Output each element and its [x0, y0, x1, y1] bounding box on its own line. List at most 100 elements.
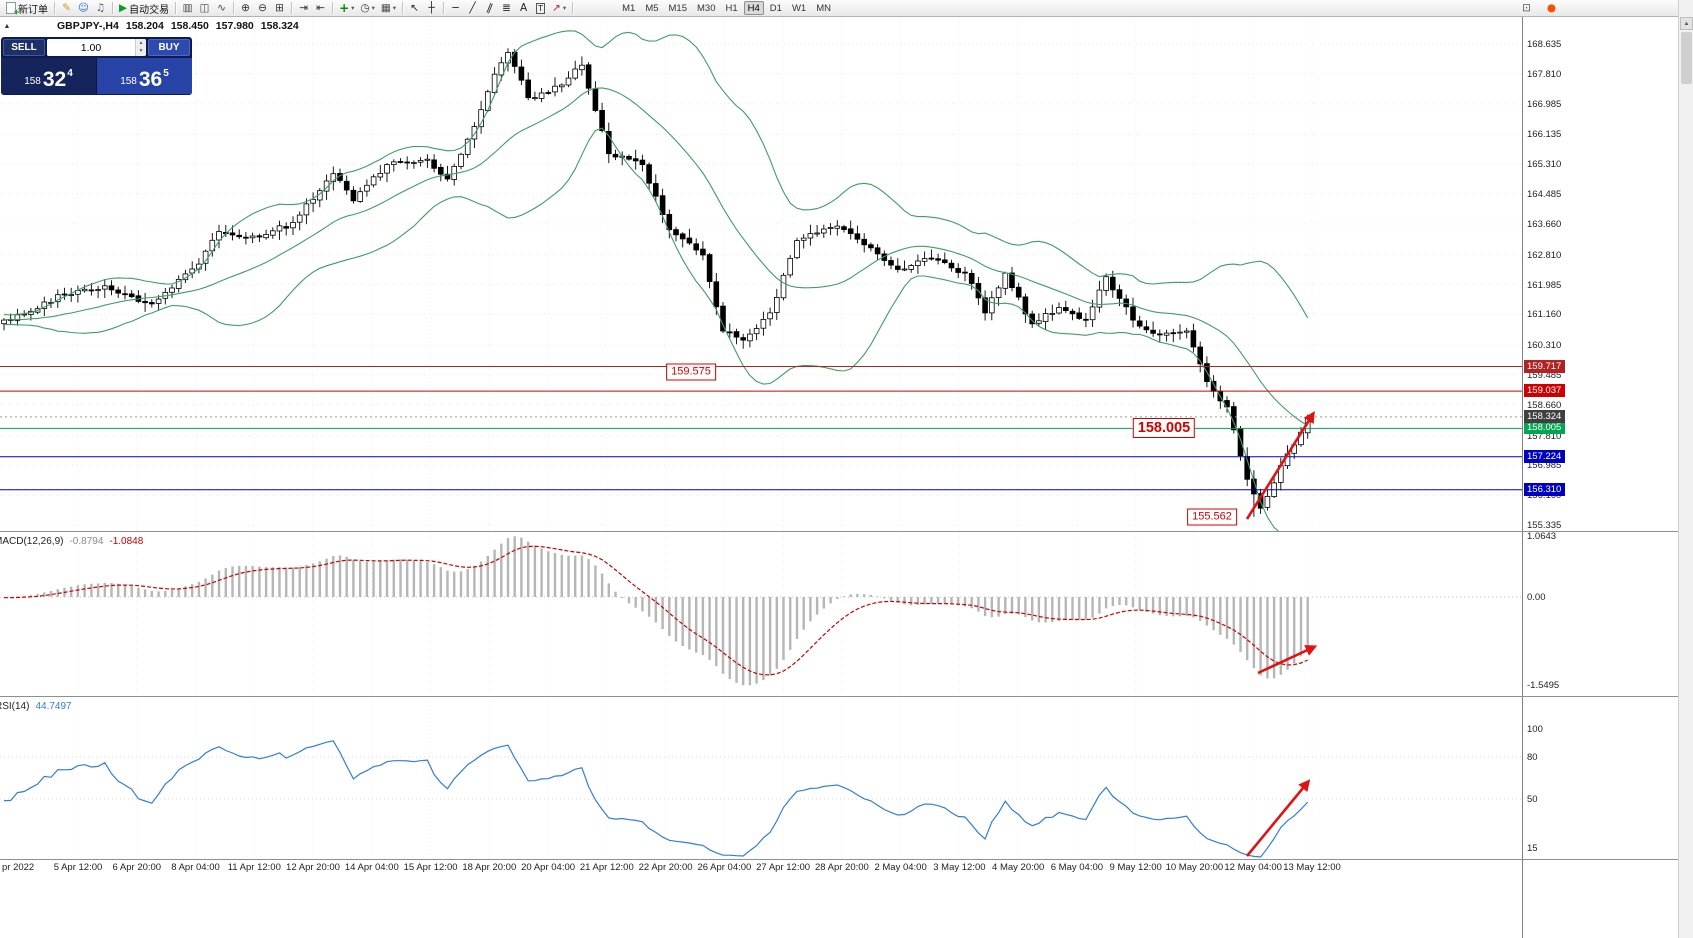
indicators-icon: +: [339, 1, 350, 15]
spinner-down-icon[interactable]: ▾: [136, 47, 146, 56]
metaeditor-icon: ✎: [62, 1, 71, 14]
toolbar-separator: [112, 2, 113, 14]
equidistant-channel-button[interactable]: ∥: [481, 1, 498, 16]
panel-separator[interactable]: [0, 531, 1678, 532]
timeframe-m5-button[interactable]: M5: [641, 1, 662, 15]
buy-price[interactable]: 158 36 5: [96, 58, 192, 94]
line-chart-icon: ∿: [217, 1, 226, 14]
price-axis-label: 162.810: [1527, 249, 1562, 261]
rsi-value: 44.7497: [35, 701, 72, 712]
cursor-button[interactable]: ↖: [406, 1, 423, 16]
rsi-line: [3, 740, 1309, 858]
autotrading-button[interactable]: ▶ 自动交易: [116, 1, 172, 16]
high-value: 158.450: [170, 20, 209, 32]
chevron-down-icon: ▾: [392, 5, 397, 12]
sell-price[interactable]: 158 32 4: [1, 58, 96, 94]
trend-arrow[interactable]: [1245, 411, 1315, 520]
new-order-button[interactable]: + 新订单: [3, 1, 51, 17]
label-icon: T: [536, 2, 545, 14]
macd-signal-value: -1.0848: [109, 536, 144, 547]
spinner-up-icon[interactable]: ▴: [136, 39, 146, 48]
buy-button[interactable]: BUY: [148, 39, 190, 56]
scroll-up-button[interactable]: ▲: [1680, 17, 1693, 30]
text-icon: A: [519, 1, 528, 14]
price-annotation-158.005[interactable]: 158.005: [1132, 418, 1196, 439]
notification-button[interactable]: ●: [1543, 1, 1560, 16]
rsi-axis-label: 100: [1527, 724, 1543, 735]
toolbar: + 新订单 ✎ ☺ ♫ ▶ 自动交易 ▥ ◫ ∿ ⊕ ⊖ ⊞ ⇥ ⇤ + ▾ ◷ ▾ ▦ ▾ ↖ ┼ ─ ╱ ∥ ≣ A T ↗ ▾ M1 M…: [0, 0, 1693, 17]
indicators-button[interactable]: + ▾: [336, 1, 357, 16]
scrollbar-thumb[interactable]: [1681, 32, 1692, 84]
main-chart[interactable]: [0, 17, 1522, 531]
chart-window: ▲ GBPJPY-,H4 158.204 158.450 157.980 158…: [0, 17, 1522, 938]
price-annotation-159.575[interactable]: 159.575: [666, 363, 716, 381]
tile-windows-button[interactable]: ⊞: [271, 1, 288, 16]
candlestick-chart-button[interactable]: ◫: [196, 1, 213, 16]
arrows-button[interactable]: ↗ ▾: [549, 1, 569, 16]
price-annotation-155.562[interactable]: 155.562: [1187, 508, 1237, 526]
macd-axis-label: 0.00: [1527, 592, 1546, 603]
fibonacci-button[interactable]: ≣: [498, 1, 515, 16]
crosshair-icon: ┼: [428, 1, 435, 14]
rsi-panel[interactable]: [0, 697, 1522, 859]
one-click-toggle[interactable]: ▲: [2, 21, 12, 31]
price-axis-label: 156.985: [1527, 460, 1562, 472]
macd-axis-label: 1.0643: [1527, 531, 1557, 543]
toolbar-separator: [402, 2, 404, 14]
price-axis-label: 160.310: [1527, 340, 1562, 352]
sound-button[interactable]: ♫: [92, 1, 109, 16]
price-axis-label: 159.485: [1527, 369, 1562, 381]
label-button[interactable]: T: [532, 1, 549, 16]
macd-panel[interactable]: [0, 532, 1522, 696]
volume-input[interactable]: [47, 39, 135, 56]
trend-arrow[interactable]: [1245, 779, 1311, 857]
buy-price-sup: 5: [163, 68, 169, 79]
price-axis-label: 164.485: [1527, 189, 1562, 201]
zoom-out-button[interactable]: ⊖: [254, 1, 271, 16]
timeframe-m15-button[interactable]: M15: [665, 1, 691, 15]
zoom-in-icon: ⊕: [241, 1, 250, 14]
equidistant-channel-icon: ∥: [484, 1, 495, 15]
price-tag-159.717: 159.717: [1524, 359, 1566, 373]
timeframe-m30-button[interactable]: M30: [693, 1, 719, 15]
timeframe-mn-button[interactable]: MN: [812, 1, 835, 15]
crosshair-button[interactable]: ┼: [423, 1, 440, 16]
timeframe-w1-button[interactable]: W1: [788, 1, 810, 15]
bar-chart-button[interactable]: ▥: [179, 1, 196, 16]
rsi-indicator-label: RSI(14) 44.7497: [0, 701, 72, 712]
metaeditor-button[interactable]: ✎: [58, 1, 75, 16]
text-button[interactable]: A: [515, 1, 532, 16]
sell-button[interactable]: SELL: [3, 39, 45, 56]
price-tag-159.037: 159.037: [1524, 384, 1566, 398]
time-axis-label: 11 Apr 12:00: [227, 862, 281, 873]
time-axis-label: 6 Apr 20:00: [112, 862, 162, 873]
auto-scroll-button[interactable]: ⇥: [295, 1, 312, 16]
chart-shift-icon: ⇤: [316, 1, 325, 14]
new-order-icon: +: [6, 2, 19, 17]
chart-shift-button[interactable]: ⇤: [312, 1, 329, 16]
price-axis-label: 165.310: [1527, 159, 1562, 171]
templates-button[interactable]: ▦ ▾: [378, 1, 399, 16]
trend-arrow[interactable]: [1257, 645, 1318, 675]
time-axis-label: 10 May 20:00: [1165, 862, 1224, 873]
community-button[interactable]: ☺: [75, 1, 92, 16]
timeframe-d1-button[interactable]: D1: [766, 1, 786, 15]
time-axis[interactable]: pr 2022 5 Apr 12:00 6 Apr 20:00 8 Apr 04:00…: [0, 861, 1522, 877]
timeframe-h4-button[interactable]: H4: [743, 1, 764, 15]
sell-price-sup: 4: [67, 68, 73, 79]
timeframe-h1-button[interactable]: H1: [721, 1, 741, 15]
sell-price-prefix: 158: [24, 76, 41, 87]
timeframe-m1-button[interactable]: M1: [618, 1, 639, 15]
chevron-down-icon: ▾: [371, 5, 375, 12]
fullscreen-button[interactable]: ⊡: [1518, 1, 1535, 16]
chart-scrollbar[interactable]: ▲: [1678, 0, 1693, 938]
periods-button[interactable]: ◷ ▾: [357, 1, 377, 16]
line-chart-button[interactable]: ∿: [213, 1, 230, 16]
panel-separator[interactable]: [0, 696, 1678, 697]
new-order-label: 新订单: [18, 4, 48, 16]
trendline-button[interactable]: ╱: [464, 1, 481, 16]
zoom-in-button[interactable]: ⊕: [237, 1, 254, 16]
panel-separator[interactable]: [0, 859, 1678, 860]
horizontal-line-button[interactable]: ─: [447, 1, 464, 16]
price-axis[interactable]: 168.635 167.810 166.985 166.135 165.310 164.4…: [1522, 17, 1678, 938]
